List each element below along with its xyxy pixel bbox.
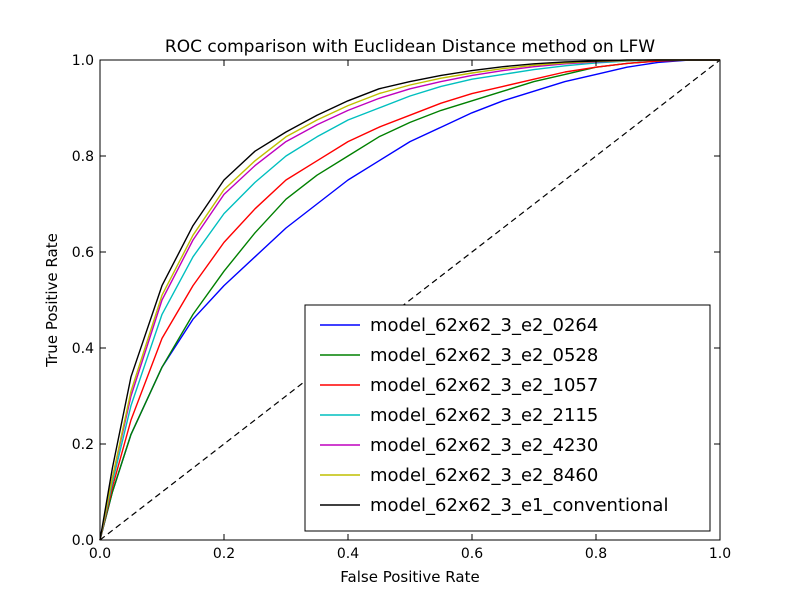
axes-frame <box>99 59 721 541</box>
legend-label-1: model_62x62_3_e2_0528 <box>370 345 598 366</box>
x-tick-label: 0.0 <box>89 546 111 562</box>
x-tick-label: 1.0 <box>709 546 731 562</box>
legend-label-4: model_62x62_3_e2_4230 <box>370 435 598 456</box>
plot-area: 0.0 0.2 0.4 0.6 0.8 1.0 0.0 0.2 0.4 0.6 0.8 1.0 <box>72 53 731 562</box>
x-tick-label: 0.4 <box>337 546 359 562</box>
y-tick-label: 0.4 <box>72 341 94 357</box>
y-tick-label: 0.8 <box>72 149 94 165</box>
y-axis-label: True Positive Rate <box>43 233 61 368</box>
chart-title: ROC comparison with Euclidean Distance m… <box>165 37 655 57</box>
series-line-3 <box>99 59 720 541</box>
y-tick-label: 0.2 <box>72 437 94 453</box>
legend-label-3: model_62x62_3_e2_2115 <box>370 405 598 426</box>
legend-label-5: model_62x62_3_e2_8460 <box>370 465 598 486</box>
series-line-2 <box>99 59 720 541</box>
legend-label-0: model_62x62_3_e2_0264 <box>370 315 598 336</box>
diagonal-reference-line <box>99 59 721 541</box>
y-tick-label: 0.0 <box>72 533 94 549</box>
legend-label-2: model_62x62_3_e2_1057 <box>370 375 598 396</box>
legend-box <box>304 304 711 532</box>
x-tick-label: 0.2 <box>213 546 235 562</box>
y-tick-label: 0.6 <box>72 245 94 261</box>
x-axis-label: False Positive Rate <box>340 568 479 586</box>
y-tick-label: 1.0 <box>72 53 94 69</box>
x-tick-label: 0.8 <box>585 546 607 562</box>
legend: model_62x62_3_e2_0264 model_62x62_3_e2_05… <box>304 304 711 532</box>
legend-label-6: model_62x62_3_e1_conventional <box>370 495 668 516</box>
series-line-0 <box>99 59 720 541</box>
x-tick-label: 0.6 <box>461 546 483 562</box>
